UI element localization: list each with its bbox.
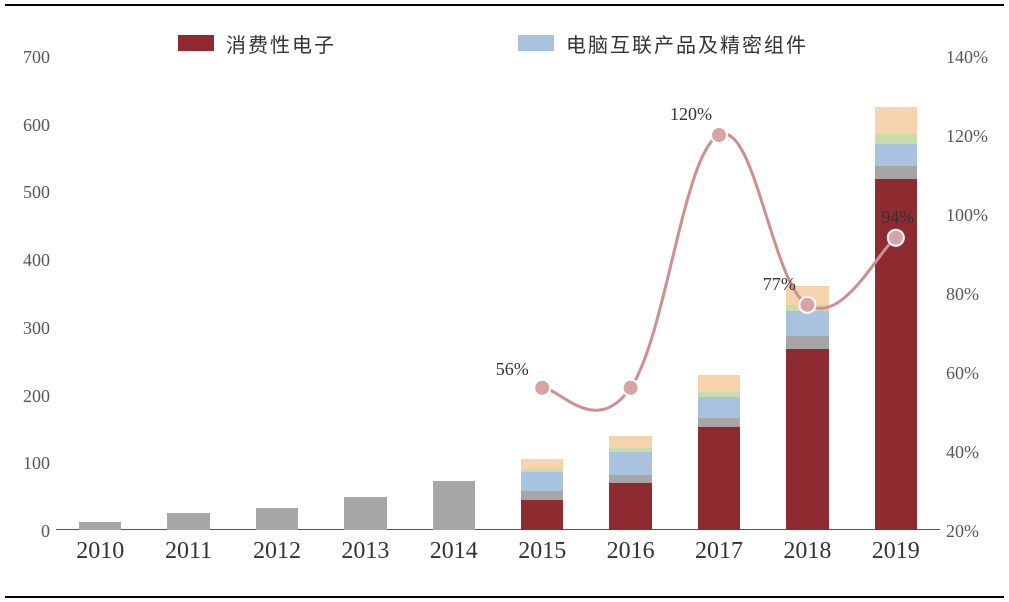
growth-marker xyxy=(711,127,727,143)
y-left-tick: 700 xyxy=(23,47,50,68)
bar-auto xyxy=(786,305,828,310)
growth-marker xyxy=(534,380,550,396)
growth-label: 120% xyxy=(670,104,712,125)
plot-area: 56% 120% 77% 94% xyxy=(56,56,940,530)
bar-consumer xyxy=(521,500,563,530)
x-tick: 2017 xyxy=(695,538,743,565)
x-tick: 2018 xyxy=(783,538,831,565)
growth-label: 94% xyxy=(881,207,914,228)
y-right-tick: 40% xyxy=(946,442,979,463)
bar-computer xyxy=(698,397,740,419)
y-left-tick: 100 xyxy=(23,453,50,474)
bar-connector xyxy=(256,508,298,530)
y-right-tick: 80% xyxy=(946,284,979,305)
legend-label: 消费性电子 xyxy=(226,29,336,58)
bar-telecom xyxy=(521,459,563,469)
legend-swatch xyxy=(518,35,554,51)
bar-connector xyxy=(698,418,740,427)
y-left-tick: 500 xyxy=(23,182,50,203)
bar-consumer xyxy=(698,427,740,530)
bar-telecom xyxy=(609,436,651,448)
bar-connector xyxy=(875,166,917,180)
y-left-tick: 200 xyxy=(23,386,50,407)
bar-connector xyxy=(609,475,651,482)
bar-connector xyxy=(521,491,563,499)
bar-auto xyxy=(609,448,651,452)
y-right-tick: 60% xyxy=(946,363,979,384)
legend-label: 电脑互联产品及精密组件 xyxy=(566,29,808,58)
y-right-tick: 100% xyxy=(946,205,988,226)
x-tick: 2014 xyxy=(430,538,478,565)
bar-connector xyxy=(344,497,386,530)
x-tick: 2016 xyxy=(607,538,655,565)
x-tick: 2010 xyxy=(76,538,124,565)
bar-connector xyxy=(786,336,828,348)
bar-telecom xyxy=(698,375,740,392)
bar-connector xyxy=(167,513,209,530)
y-left-tick: 600 xyxy=(23,115,50,136)
x-tick: 2019 xyxy=(872,538,920,565)
bar-connector xyxy=(79,522,121,530)
bar-telecom xyxy=(875,107,917,134)
y-left-tick: 300 xyxy=(23,318,50,339)
legend-swatch xyxy=(178,35,214,51)
bar-computer xyxy=(521,472,563,491)
y-right-tick: 120% xyxy=(946,126,988,147)
growth-marker xyxy=(623,380,639,396)
legend-item: 电脑互联产品及精密组件 xyxy=(518,30,808,56)
bar-consumer xyxy=(609,483,651,530)
y-right-tick: 20% xyxy=(946,521,979,542)
bar-consumer xyxy=(875,179,917,530)
page-rule-top xyxy=(5,4,1004,6)
legend-item: 消费性电子 xyxy=(178,30,336,56)
bar-computer xyxy=(609,452,651,475)
page-rule-bottom xyxy=(5,596,1004,598)
bar-computer xyxy=(875,144,917,166)
y-left-tick: 0 xyxy=(41,521,50,542)
x-tick: 2013 xyxy=(341,538,389,565)
x-tick: 2011 xyxy=(165,538,212,565)
y-left-tick: 400 xyxy=(23,250,50,271)
growth-label: 56% xyxy=(496,359,529,380)
bar-consumer xyxy=(786,349,828,530)
bar-auto xyxy=(698,392,740,397)
y-right-tick: 140% xyxy=(946,47,988,68)
bar-connector xyxy=(433,481,475,530)
x-tick: 2012 xyxy=(253,538,301,565)
x-tick: 2015 xyxy=(518,538,566,565)
combo-chart: 消费性电子电脑互联产品及精密组件连接器汽车互联产品及精密组件通讯互联产品及精密组… xyxy=(0,0,1009,602)
bar-auto xyxy=(875,134,917,144)
bar-computer xyxy=(786,311,828,337)
growth-label: 77% xyxy=(763,274,796,295)
bar-auto xyxy=(521,469,563,472)
